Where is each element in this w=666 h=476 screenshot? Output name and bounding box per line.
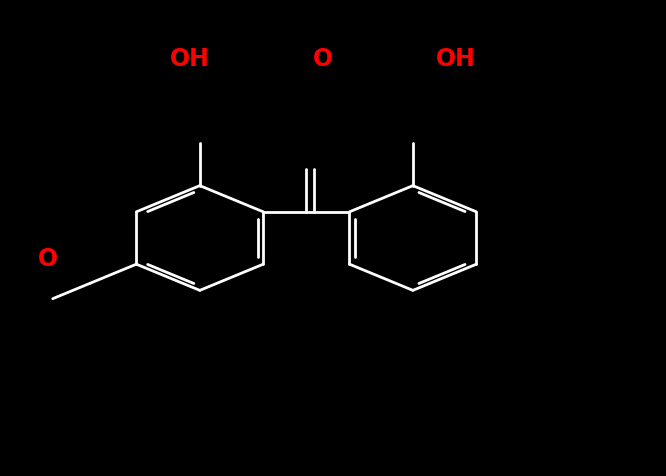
Text: O: O [38,248,58,271]
Text: OH: OH [170,48,210,71]
Text: O: O [313,48,333,71]
Text: OH: OH [436,48,476,71]
